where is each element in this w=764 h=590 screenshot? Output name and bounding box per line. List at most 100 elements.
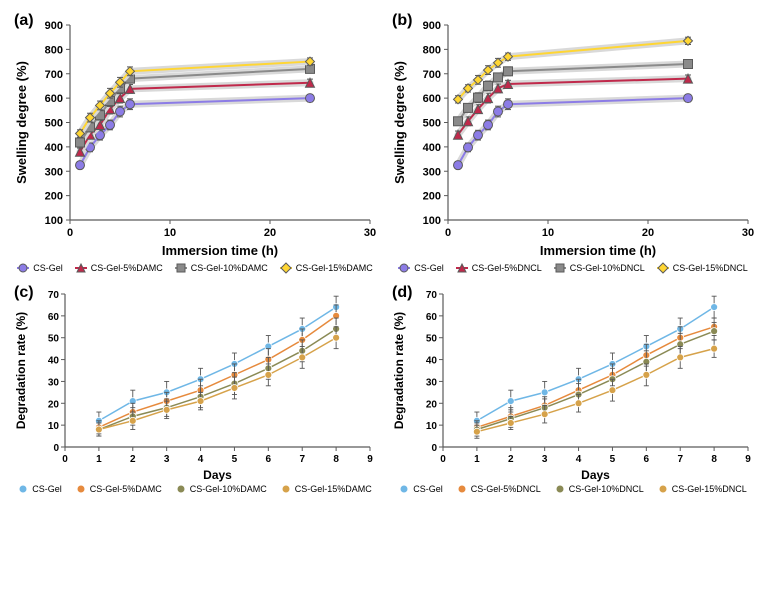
legend-label: CS-Gel (32, 484, 62, 494)
svg-text:20: 20 (642, 227, 654, 239)
svg-text:6: 6 (266, 454, 272, 465)
svg-text:700: 700 (423, 69, 441, 81)
svg-text:700: 700 (45, 69, 63, 81)
svg-text:10: 10 (48, 421, 60, 432)
legend-item: CS-Gel-15%DAMC (280, 262, 373, 274)
svg-text:8: 8 (711, 454, 717, 465)
legend-c: CS-Gel CS-Gel-5%DAMC CS-Gel-10%DAMC CS-Gel-… (10, 484, 380, 494)
svg-text:70: 70 (426, 290, 438, 301)
svg-text:200: 200 (423, 191, 441, 203)
legend-label: CS-Gel-5%DNCL (472, 263, 542, 273)
swelling-chart-a: 1002003004005006007008009000102030Immers… (10, 10, 380, 260)
svg-text:40: 40 (426, 356, 438, 367)
legend-label: CS-Gel-10%DAMC (191, 263, 268, 273)
legend-label: CS-Gel (414, 263, 444, 273)
svg-text:4: 4 (576, 454, 582, 465)
degradation-chart-d: 0102030405060700123456789DaysDegradation… (388, 282, 758, 482)
legend-label: CS-Gel (33, 263, 63, 273)
legend-item: CS-Gel-5%DAMC (75, 262, 163, 274)
legend-label: CS-Gel-10%DAMC (190, 484, 267, 494)
svg-text:600: 600 (423, 93, 441, 105)
svg-text:800: 800 (423, 44, 441, 56)
panel-b: (b) 1002003004005006007008009000102030Im… (388, 10, 758, 274)
legend-item: CS-Gel-15%DNCL (657, 262, 748, 274)
svg-text:8: 8 (333, 454, 339, 465)
legend-item: CS-Gel-10%DAMC (176, 484, 267, 494)
svg-text:6: 6 (644, 454, 650, 465)
svg-text:7: 7 (677, 454, 683, 465)
svg-text:3: 3 (542, 454, 548, 465)
svg-text:7: 7 (299, 454, 305, 465)
legend-item: CS-Gel (399, 484, 443, 494)
svg-text:20: 20 (426, 399, 438, 410)
svg-text:30: 30 (742, 227, 754, 239)
svg-text:20: 20 (48, 399, 60, 410)
svg-text:40: 40 (48, 356, 60, 367)
legend-item: CS-Gel-15%DAMC (281, 484, 372, 494)
svg-text:30: 30 (426, 377, 438, 388)
svg-text:30: 30 (48, 377, 60, 388)
svg-text:Swelling degree (%): Swelling degree (%) (392, 61, 407, 184)
svg-text:30: 30 (364, 227, 376, 239)
legend-item: CS-Gel (398, 262, 444, 274)
panel-label-d: (d) (392, 284, 412, 302)
svg-text:200: 200 (45, 191, 63, 203)
svg-text:10: 10 (426, 421, 438, 432)
svg-text:0: 0 (431, 443, 437, 454)
svg-text:1: 1 (96, 454, 102, 465)
svg-text:400: 400 (45, 142, 63, 154)
svg-text:60: 60 (48, 312, 60, 323)
legend-label: CS-Gel-10%DNCL (570, 263, 645, 273)
svg-text:60: 60 (426, 312, 438, 323)
legend-item: CS-Gel-10%DNCL (555, 484, 644, 494)
svg-text:5: 5 (610, 454, 616, 465)
svg-text:Immersion time (h): Immersion time (h) (540, 243, 656, 258)
svg-text:10: 10 (164, 227, 176, 239)
legend-item: CS-Gel (18, 484, 62, 494)
svg-text:900: 900 (45, 20, 63, 32)
svg-text:0: 0 (62, 454, 68, 465)
panel-label-a: (a) (14, 12, 34, 30)
svg-text:3: 3 (164, 454, 170, 465)
legend-label: CS-Gel-5%DAMC (91, 263, 163, 273)
legend-label: CS-Gel-5%DNCL (471, 484, 541, 494)
svg-text:70: 70 (48, 290, 60, 301)
svg-text:0: 0 (53, 443, 59, 454)
svg-text:400: 400 (423, 142, 441, 154)
legend-label: CS-Gel-15%DNCL (672, 484, 747, 494)
svg-text:5: 5 (232, 454, 238, 465)
svg-text:300: 300 (423, 166, 441, 178)
legend-label: CS-Gel-5%DAMC (90, 484, 162, 494)
legend-item: CS-Gel-5%DAMC (76, 484, 162, 494)
svg-text:Degradation rate (%): Degradation rate (%) (392, 312, 406, 429)
legend-a: CS-Gel CS-Gel-5%DAMC CS-Gel-10%DAMC CS-Gel-… (10, 262, 380, 274)
svg-text:9: 9 (745, 454, 751, 465)
svg-text:4: 4 (198, 454, 204, 465)
degradation-chart-c: 0102030405060700123456789DaysDegradation… (10, 282, 380, 482)
legend-label: CS-Gel-15%DAMC (296, 263, 373, 273)
swelling-chart-b: 1002003004005006007008009000102030Immers… (388, 10, 758, 260)
legend-label: CS-Gel-10%DNCL (569, 484, 644, 494)
svg-text:500: 500 (423, 118, 441, 130)
svg-text:100: 100 (45, 215, 63, 227)
svg-text:900: 900 (423, 20, 441, 32)
svg-text:600: 600 (45, 93, 63, 105)
svg-text:300: 300 (45, 166, 63, 178)
svg-text:2: 2 (130, 454, 136, 465)
svg-text:0: 0 (445, 227, 451, 239)
panel-d: (d) 0102030405060700123456789DaysDegrada… (388, 282, 758, 494)
svg-text:10: 10 (542, 227, 554, 239)
svg-text:Days: Days (581, 468, 610, 482)
legend-d: CS-Gel CS-Gel-5%DNCL CS-Gel-10%DNCL CS-Gel-… (388, 484, 758, 494)
svg-text:1: 1 (474, 454, 480, 465)
svg-text:800: 800 (45, 44, 63, 56)
legend-label: CS-Gel-15%DNCL (673, 263, 748, 273)
svg-text:20: 20 (264, 227, 276, 239)
svg-text:9: 9 (367, 454, 373, 465)
legend-item: CS-Gel (17, 262, 63, 274)
svg-text:2: 2 (508, 454, 514, 465)
svg-text:Degradation rate (%): Degradation rate (%) (14, 312, 28, 429)
legend-label: CS-Gel (413, 484, 443, 494)
legend-item: CS-Gel-5%DNCL (456, 262, 542, 274)
chart-grid: (a) 1002003004005006007008009000102030Im… (10, 10, 754, 494)
